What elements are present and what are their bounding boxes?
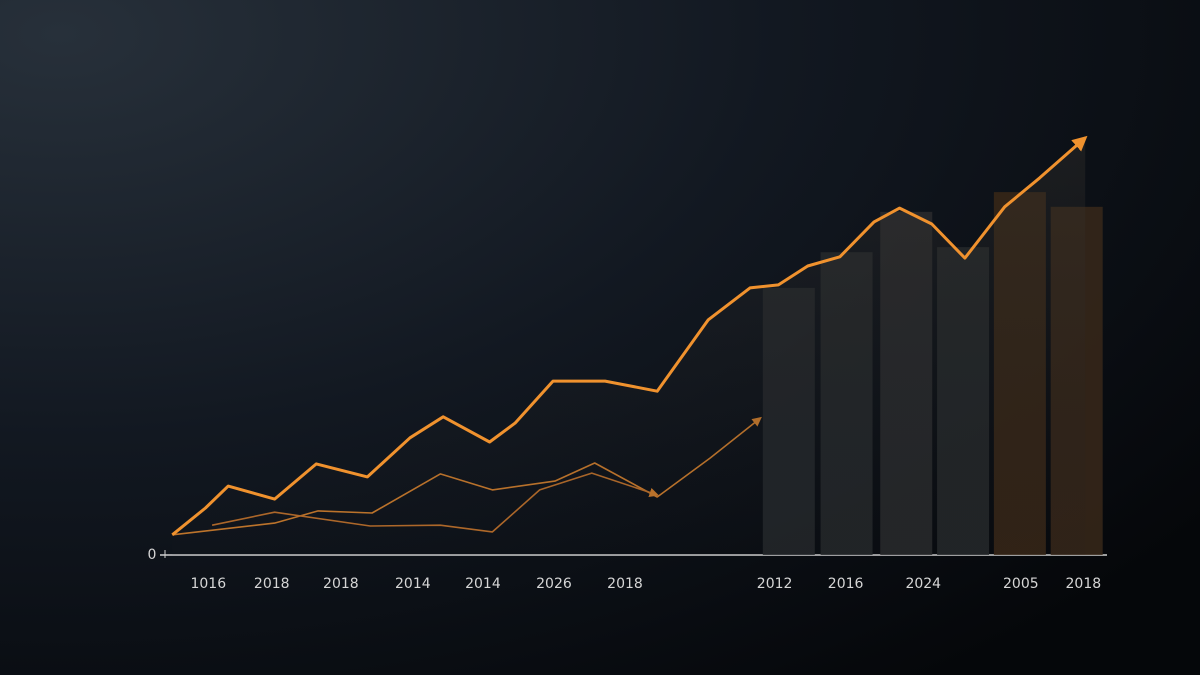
x-tick-label: 2016	[828, 576, 864, 592]
x-tick-label: 2018	[607, 576, 643, 592]
x-tick-label: 2012	[757, 576, 793, 592]
x-tick-label: 2026	[536, 576, 572, 592]
y-tick-label: 0	[148, 547, 157, 563]
x-tick-label: 2014	[465, 576, 501, 592]
x-tick-label: 2018	[1066, 576, 1102, 592]
x-tick-label: 2024	[905, 576, 941, 592]
x-tick-label: 2018	[254, 576, 290, 592]
x-tick-label: 2005	[1003, 576, 1039, 592]
x-tick-label: 2018	[323, 576, 359, 592]
x-tick-label: 1016	[190, 576, 226, 592]
area	[172, 137, 1086, 555]
x-tick-label: 2014	[395, 576, 431, 592]
line	[171, 135, 1088, 536]
